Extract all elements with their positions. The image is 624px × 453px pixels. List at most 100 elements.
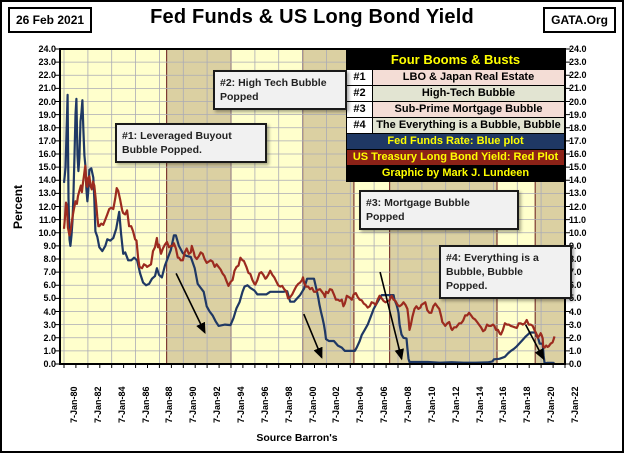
pop-arrow-3 xyxy=(379,271,404,361)
x-tick-label: 7-Jan-22 xyxy=(570,386,580,423)
y-tick-label: 24.0 xyxy=(38,44,56,54)
y-tick-label: 16.0 xyxy=(38,149,56,159)
y-tick-label: 14.0 xyxy=(569,175,587,186)
y-tick-label: 6.0 xyxy=(569,280,582,291)
site-badge: GATA.Org xyxy=(543,7,616,33)
y-tick-label: 23.0 xyxy=(569,57,587,68)
y-tick-label: 4.0 xyxy=(569,306,582,317)
y-tick-label: 18.0 xyxy=(569,122,587,133)
legend-bust-row-4: #4 The Everything is a Bubble, Bubble xyxy=(347,117,564,133)
date-badge: 26 Feb 2021 xyxy=(8,7,93,33)
y-tick-label: 22.0 xyxy=(38,70,56,81)
x-tick-label: 7-Jan-82 xyxy=(92,386,103,423)
x-tick-label: 7-Jan-00 xyxy=(307,386,318,423)
x-tick-label: 7-Jan-88 xyxy=(164,386,175,423)
legend-title: Four Booms & Busts xyxy=(347,50,564,69)
annotation-2: #2: High Tech Bubble Popped xyxy=(213,70,347,110)
pop-arrow-4 xyxy=(524,324,545,361)
y-tick-label: 20.0 xyxy=(569,96,587,107)
y-tick-label: 9.0 xyxy=(43,240,56,251)
y-tick-label: 5.0 xyxy=(569,293,582,304)
y-tick-label: 17.0 xyxy=(569,135,587,146)
annotation-line: #3: Mortgage Bubble xyxy=(366,197,470,209)
y-tick-label: 22.0 xyxy=(569,70,587,81)
legend-series-row-2: US Treasury Long Bond Yield: Red Plot xyxy=(347,149,564,165)
y-tick-label: 4.0 xyxy=(43,306,56,317)
y-tick-label: 19.0 xyxy=(38,109,56,120)
legend-bust-row-1: #1 LBO & Japan Real Estate xyxy=(347,69,564,85)
annotation-1: #1: Leveraged Buyout Bubble Popped. xyxy=(115,123,267,163)
y-tick-label: 9.0 xyxy=(569,240,582,251)
y-axis-title: Percent xyxy=(11,184,25,230)
y-tick-label: 10.0 xyxy=(569,227,587,238)
x-tick-label: 7-Jan-80 xyxy=(69,386,79,423)
x-tick-label: 7-Jan-16 xyxy=(498,386,509,423)
x-tick-label: 7-Jan-94 xyxy=(236,386,246,423)
legend-bust-label: High-Tech Bubble xyxy=(421,87,516,99)
y-tick-label: 18.0 xyxy=(38,122,56,133)
annotation-line: Popped xyxy=(366,211,405,223)
y-tick-label: 0.0 xyxy=(569,359,582,369)
legend-bust-num: #1 xyxy=(347,70,373,85)
y-tick-label: 6.0 xyxy=(43,280,56,291)
y-tick-label: 2.0 xyxy=(569,332,582,343)
y-tick-label: 11.0 xyxy=(38,214,56,225)
x-tick-label: 7-Jan-20 xyxy=(546,386,557,423)
x-tick-label: 7-Jan-06 xyxy=(379,386,390,423)
x-tick-label: 7-Jan-86 xyxy=(140,386,151,423)
page-title: Fed Funds & US Long Bond Yield xyxy=(150,6,474,28)
y-tick-label: 5.0 xyxy=(43,293,56,304)
x-tick-label: 7-Jan-14 xyxy=(474,386,485,423)
y-tick-label: 11.0 xyxy=(569,214,587,225)
y-tick-label: 2.0 xyxy=(43,332,56,343)
y-tick-label: 13.0 xyxy=(38,188,56,199)
x-tick-label: 7-Jan-96 xyxy=(259,386,270,423)
legend-bust-label: The Everything is a Bubble, Bubble xyxy=(376,119,561,131)
y-tick-label: 13.0 xyxy=(569,188,587,199)
x-tick-label: 7-Jan-12 xyxy=(450,386,461,423)
y-tick-label: 15.0 xyxy=(569,162,587,173)
x-tick-label: 7-Jan-18 xyxy=(522,386,533,423)
y-tick-label: 12.0 xyxy=(569,201,587,212)
pop-arrow-1 xyxy=(175,273,206,334)
annotation-line: #1: Leveraged Buyout xyxy=(122,130,232,142)
y-tick-label: 17.0 xyxy=(38,135,56,146)
legend-bust-num: #4 xyxy=(347,118,373,133)
y-tick-label: 8.0 xyxy=(569,254,582,264)
legend-bust-num: #2 xyxy=(347,86,373,101)
legend-bust-num: #3 xyxy=(347,102,373,117)
x-tick-label: 7-Jan-04 xyxy=(355,386,366,423)
y-tick-label: 0.0 xyxy=(43,359,56,369)
y-tick-label: 7.0 xyxy=(43,267,56,278)
annotation-line: #2: High Tech Bubble xyxy=(220,77,327,89)
y-tick-label: 12.0 xyxy=(38,201,56,212)
x-tick-label: 7-Jan-08 xyxy=(403,386,413,423)
source-note: Source Barron's xyxy=(256,432,338,444)
y-tick-label: 10.0 xyxy=(38,227,56,238)
y-tick-label: 3.0 xyxy=(43,319,56,330)
annotation-3: #3: Mortgage Bubble Popped xyxy=(359,190,519,230)
legend-series-row-1: Fed Funds Rate: Blue plot xyxy=(347,133,564,149)
x-tick-label: 7-Jan-90 xyxy=(188,386,199,423)
y-tick-label: 14.0 xyxy=(38,175,56,186)
pop-arrow-2 xyxy=(303,313,323,359)
y-tick-label: 15.0 xyxy=(38,162,56,173)
y-tick-label: 16.0 xyxy=(569,149,587,159)
x-tick-label: 7-Jan-84 xyxy=(116,386,127,423)
series-fed-funds xyxy=(62,93,555,365)
y-tick-label: 23.0 xyxy=(38,57,56,68)
y-tick-label: 8.0 xyxy=(43,254,56,264)
y-tick-label: 21.0 xyxy=(38,83,56,94)
annotation-line: Popped xyxy=(220,91,259,103)
annotation-line: Bubble, Bubble Popped. xyxy=(446,266,523,292)
x-tick-label: 7-Jan-92 xyxy=(212,386,223,423)
legend-series-row-3: Graphic by Mark J. Lundeen xyxy=(347,165,564,181)
annotation-4: #4: Everything is a Bubble, Bubble Popped… xyxy=(439,245,572,299)
plot-frame xyxy=(59,48,566,365)
x-tick-label: 7-Jan-10 xyxy=(426,386,437,423)
y-tick-label: 24.0 xyxy=(569,44,587,54)
legend-bust-row-2: #2 High-Tech Bubble xyxy=(347,85,564,101)
y-tick-label: 7.0 xyxy=(569,267,582,278)
x-tick-label: 7-Jan-02 xyxy=(331,386,342,423)
